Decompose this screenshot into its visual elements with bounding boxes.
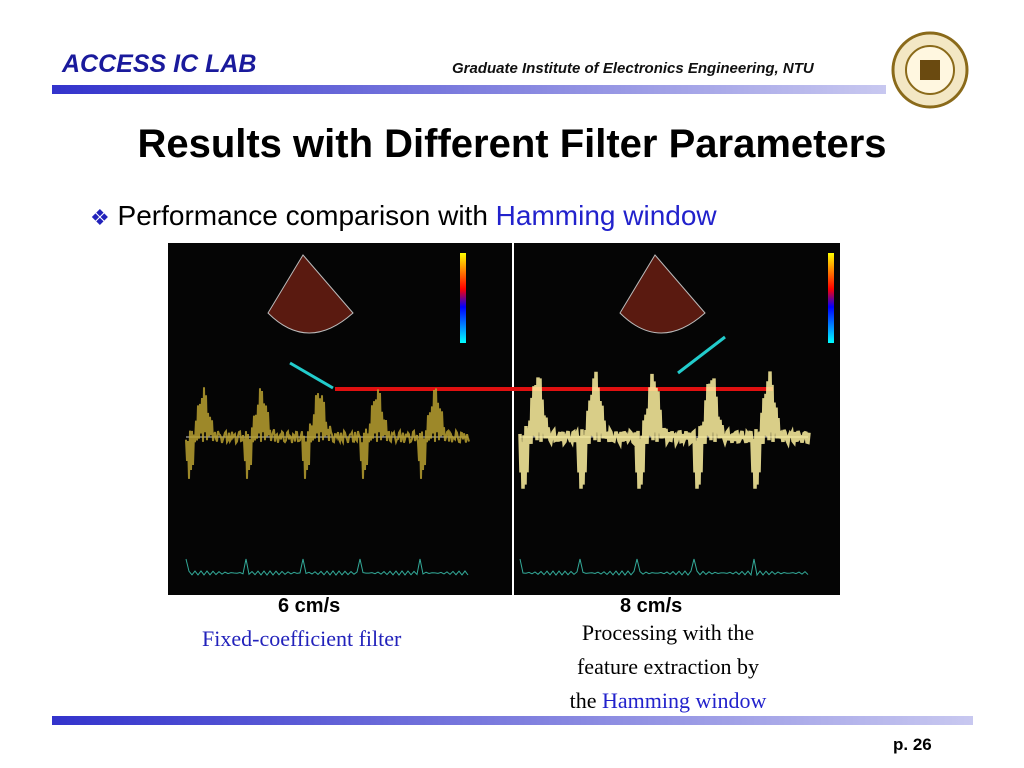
ecg-trace [185, 558, 469, 576]
caption-line: feature extraction by [576, 654, 759, 679]
arrow-right [677, 335, 726, 375]
bullet-icon: ❖ [90, 205, 110, 230]
footer-bar [52, 716, 973, 725]
sector-left [267, 254, 354, 334]
speed-right: 8 cm/s [620, 595, 683, 617]
logo-emblem [920, 60, 940, 80]
colorbar-right [828, 253, 834, 343]
caption-line: Processing with the [581, 620, 755, 645]
caption-line: the Hamming window [520, 684, 816, 718]
caption-left: Fixed-coefficient filter [202, 626, 402, 651]
bullet-highlight: Hamming window [495, 200, 717, 231]
arrow-left [289, 361, 334, 390]
caption-text: the [569, 688, 597, 713]
sector-right [619, 254, 706, 334]
caption-right: Processing with the feature extraction b… [520, 616, 816, 718]
bullet-text: Performance comparison with [117, 200, 488, 231]
lab-name: ACCESS IC LAB [62, 50, 257, 78]
colorbar-left [460, 253, 466, 343]
page-number: p. 26 [893, 735, 932, 754]
header-bar [52, 85, 886, 94]
slide-title: Results with Different Filter Parameters [137, 122, 887, 166]
doppler-images [168, 243, 840, 595]
bullet: ❖ Performance comparison with Hamming wi… [90, 200, 717, 232]
doppler-trace [185, 387, 470, 479]
speed-left: 6 cm/s [278, 595, 341, 617]
doppler-trace [518, 371, 811, 489]
caption-highlight: Hamming window [602, 688, 767, 713]
ecg-trace [519, 558, 809, 577]
logo [891, 31, 969, 109]
institute: Graduate Institute of Electronics Engine… [452, 60, 814, 77]
